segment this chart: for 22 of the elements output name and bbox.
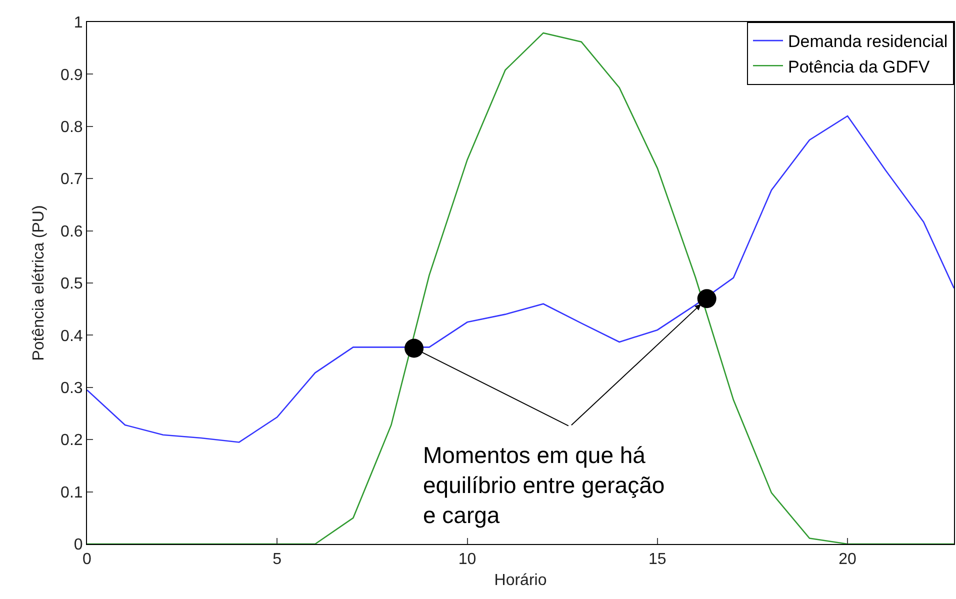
x-tick-label: 5 xyxy=(272,551,282,568)
legend-label: Demanda residencial xyxy=(788,32,948,52)
x-tick-label: 15 xyxy=(648,551,666,568)
y-tick-label: 0.3 xyxy=(60,380,83,397)
legend-label: Potência da GDFV xyxy=(788,57,930,76)
y-tick-label: 0 xyxy=(74,536,83,554)
y-tick-label: 0.9 xyxy=(60,66,83,84)
y-tick-label: 0.1 xyxy=(60,484,83,502)
annotation: Momentos em que há equilíbrio entre geração e carga xyxy=(423,442,665,528)
y-tick-label: 0.7 xyxy=(60,171,83,188)
y-tick-label: 0.4 xyxy=(60,328,83,345)
y-tick-label: 1 xyxy=(74,14,83,32)
line-series xyxy=(87,32,954,544)
x-tick-label: 20 xyxy=(838,551,857,568)
y-tick-label: 0.6 xyxy=(60,223,83,240)
y-tick-label: 0.2 xyxy=(60,432,83,450)
y-tick-label: 0.5 xyxy=(60,276,83,293)
x-axis-title: Horário xyxy=(494,572,547,589)
x-tick-label: 10 xyxy=(458,551,476,568)
line-series xyxy=(87,115,954,443)
y-tick-label: 0.8 xyxy=(60,119,83,136)
y-axis-title: Potência elétrica (PU) xyxy=(30,205,48,361)
